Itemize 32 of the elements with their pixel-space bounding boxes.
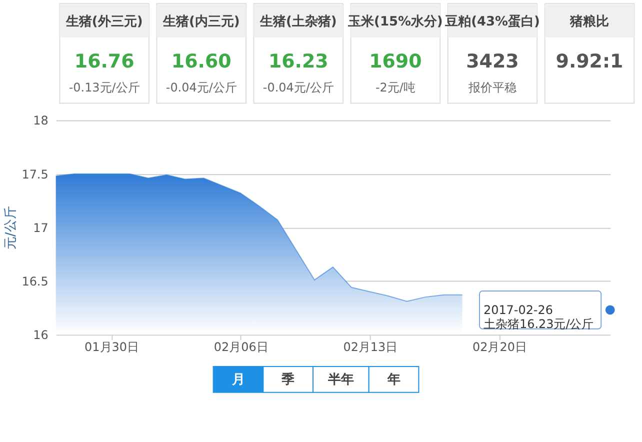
category-label: 生猪(土杂猪) <box>258 14 337 30</box>
text: 3423 <box>466 50 519 72</box>
x-tick-label: 01月30日 <box>84 340 139 354</box>
y-tick-label: 16.5 <box>22 274 48 288</box>
text: 16.76 <box>74 50 134 72</box>
text: 月 <box>230 372 245 388</box>
category-label: 猪粮比 <box>568 14 609 30</box>
text: -0.13元/公斤 <box>68 80 140 94</box>
text: 16.60 <box>171 50 232 72</box>
y-tick-label: 16 <box>33 328 48 342</box>
annotation: 2017-02-26 土杂猪16.23元/公斤 <box>483 302 594 331</box>
text: 9.92:1 <box>556 50 624 72</box>
y-axis-title: 元/公斤 <box>4 206 19 250</box>
text: 半年 <box>326 372 354 388</box>
text: 年 <box>386 372 400 388</box>
y-tick-label: 17.5 <box>22 167 48 182</box>
text: 1690 <box>369 50 422 72</box>
text: -0.04元/公斤 <box>262 80 334 94</box>
y-tick-label: 17 <box>33 220 48 235</box>
category-label: 豆粕(43%蛋白) <box>444 14 540 30</box>
text: 季 <box>280 371 295 388</box>
text: 报价平稳 <box>467 80 516 94</box>
category-label: 生猪(内三元) <box>162 14 240 30</box>
text: 16.23 <box>268 50 328 72</box>
x-tick-label: 02月20日 <box>472 340 527 354</box>
text: -0.04元/公斤 <box>166 80 237 94</box>
text: -2元/吨 <box>375 80 416 94</box>
x-tick-label: 02月06日 <box>214 340 268 354</box>
category-label: 生猪(外三元) <box>64 14 143 30</box>
y-tick-label: 18 <box>33 114 48 128</box>
category-label: 玉米(15%水分) <box>347 14 443 30</box>
x-tick-label: 02月13日 <box>343 340 398 354</box>
